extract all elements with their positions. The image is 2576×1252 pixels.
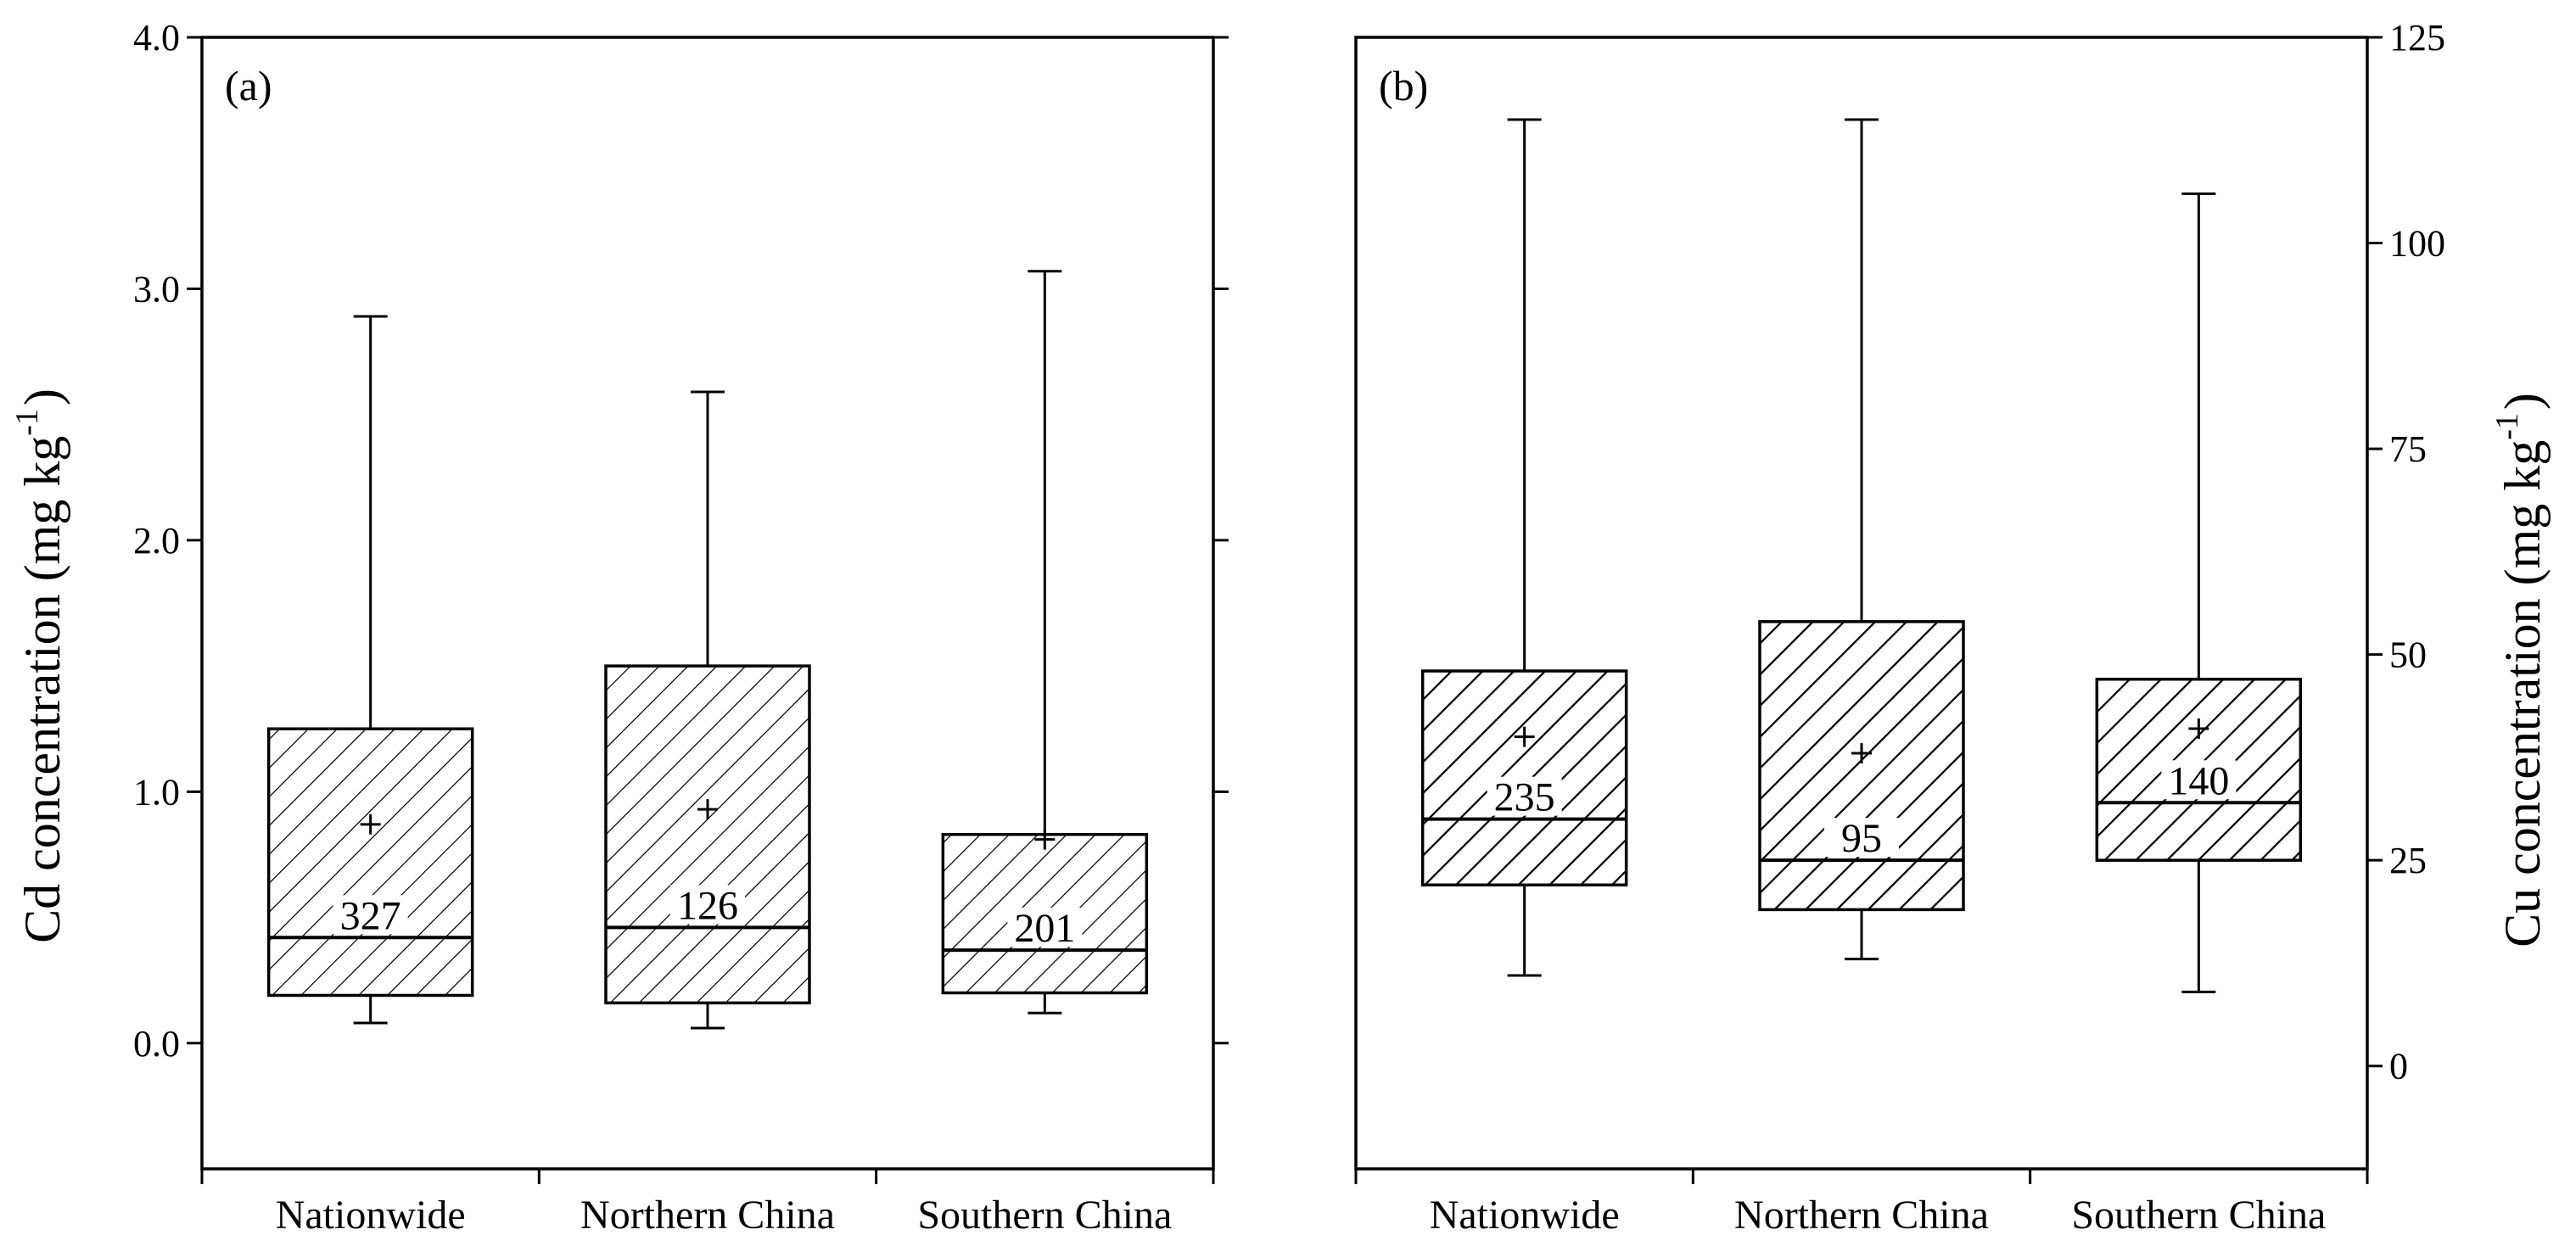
- sample-size-label: 201: [1014, 906, 1075, 951]
- x-category-label-a: Northern China: [580, 1193, 835, 1238]
- y-axis-title-b: Cu concentration (mg kg-1): [2489, 393, 2551, 947]
- y-axis-title-close-a: ): [14, 388, 70, 405]
- x-category-label-b: Nationwide: [1430, 1193, 1620, 1238]
- y-tick-label-a: 0.0: [133, 1023, 180, 1065]
- box-iqr: [604, 664, 811, 1005]
- x-category-label-a: Southern China: [917, 1193, 1172, 1238]
- y-tick-label-b: 75: [2389, 428, 2427, 470]
- x-category-label-a: Nationwide: [276, 1193, 466, 1238]
- box-a-1: 327: [266, 315, 474, 1025]
- n-label-background: [1487, 776, 1562, 816]
- n-label-background: [670, 885, 745, 925]
- plot-frame-b: [1354, 36, 2369, 1171]
- box-b-1: 235: [1420, 118, 1628, 977]
- y-axis-title-text-a: Cd concentration (mg kg: [14, 436, 70, 943]
- n-label-background: [333, 895, 408, 935]
- sample-size-label: 235: [1494, 775, 1555, 820]
- panel-label-b: (b): [1379, 62, 1428, 109]
- n-label-background: [1007, 908, 1083, 947]
- y-axis-title-a: Cd concentration (mg kg-1): [9, 388, 70, 943]
- y-axis-title-superscript-b: -1: [2489, 413, 2525, 440]
- y-tick-label-b: 0: [2389, 1046, 2408, 1087]
- x-category-label-b: Southern China: [2071, 1193, 2326, 1238]
- box-a-3: 201: [941, 270, 1149, 1014]
- box-b-2: 95: [1758, 118, 1965, 961]
- svg-text:Cd concentration (mg kg-1): Cd concentration (mg kg-1): [9, 388, 70, 943]
- y-axis-title-close-b: ): [2495, 393, 2551, 410]
- n-label-background: [2161, 760, 2237, 800]
- sample-size-label: 327: [340, 893, 401, 938]
- y-tick-label-a: 2.0: [133, 520, 180, 562]
- y-tick-label-b: 25: [2389, 840, 2427, 881]
- y-tick-label-a: 3.0: [133, 268, 180, 310]
- panel-b: (b) Cu concentration (mg kg-1) 0 25 50 75 10…: [1354, 17, 2551, 1238]
- plot-frame-a: [200, 36, 1215, 1171]
- box-iqr: [1758, 620, 1965, 912]
- y-axis-title-superscript-a: -1: [9, 409, 45, 436]
- y-tick-label-b: 125: [2389, 17, 2445, 59]
- sample-size-label: 140: [2168, 758, 2229, 803]
- box-a-2: 126: [604, 390, 811, 1030]
- sample-size-label: 95: [1841, 816, 1882, 861]
- y-axis-title-text-b: Cu concentration (mg kg: [2495, 440, 2551, 947]
- y-tick-label-a: 1.0: [133, 771, 180, 813]
- box-iqr: [266, 727, 474, 998]
- panel-label-a: (a): [225, 62, 272, 109]
- svg-text:Cu concentration (mg kg-1): Cu concentration (mg kg-1): [2489, 393, 2551, 947]
- y-tick-label-b: 50: [2389, 634, 2427, 676]
- n-label-background: [1824, 818, 1899, 858]
- x-category-label-b: Northern China: [1734, 1193, 1989, 1238]
- sample-size-label: 126: [677, 883, 738, 928]
- box-b-3: 140: [2095, 192, 2303, 993]
- panel-a: (a) Cd concentration (mg kg-1) 0.0 1.0 2.0…: [9, 17, 1229, 1238]
- y-tick-label-b: 100: [2389, 223, 2445, 265]
- y-tick-label-a: 4.0: [133, 17, 180, 59]
